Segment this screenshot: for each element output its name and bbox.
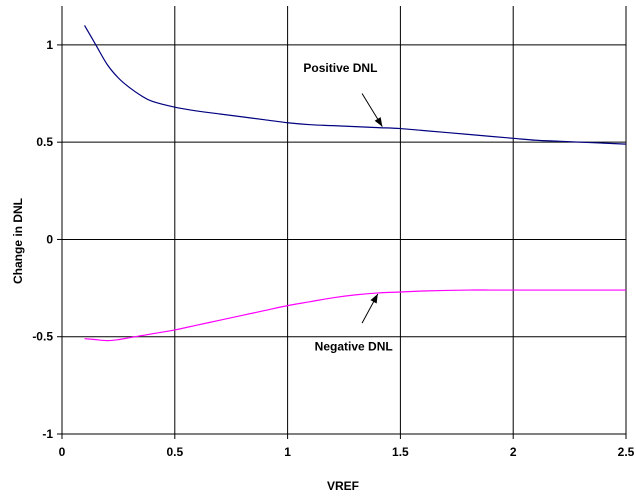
annotation-arrowhead — [370, 293, 378, 304]
x-tick-label: 2 — [510, 445, 517, 459]
axes — [57, 6, 627, 439]
x-tick-label: 0.5 — [166, 445, 183, 459]
y-tick-label: -0.5 — [32, 330, 53, 344]
x-tick-label: 1 — [284, 445, 291, 459]
annotations: Positive DNL Negative DNL — [303, 61, 392, 353]
annotation-arrowhead — [374, 117, 383, 127]
x-axis-title: VREF — [327, 479, 359, 493]
series-line-negative-dnl — [84, 289, 626, 342]
y-tick-label: 0.5 — [36, 135, 53, 149]
grid — [62, 6, 627, 434]
y-tick-label: -1 — [42, 427, 53, 441]
y-axis-title: Change in DNL — [11, 198, 25, 284]
x-tick-label: 2.5 — [618, 445, 635, 459]
annotation-label-positive-dnl: Positive DNL — [303, 61, 377, 75]
series — [84, 25, 627, 342]
y-tick-label: 0 — [46, 232, 53, 246]
x-tick-label: 1.5 — [392, 445, 409, 459]
x-tick-label: 0 — [59, 445, 66, 459]
y-tick-label: 1 — [46, 38, 53, 52]
annotation-label-negative-dnl: Negative DNL — [315, 339, 393, 353]
labels: VREF Change in DNL 0 0.5 1 1.5 2 2.5 -1 -0.5 0 0.… — [11, 38, 635, 493]
series-line-positive-dnl — [84, 25, 627, 145]
